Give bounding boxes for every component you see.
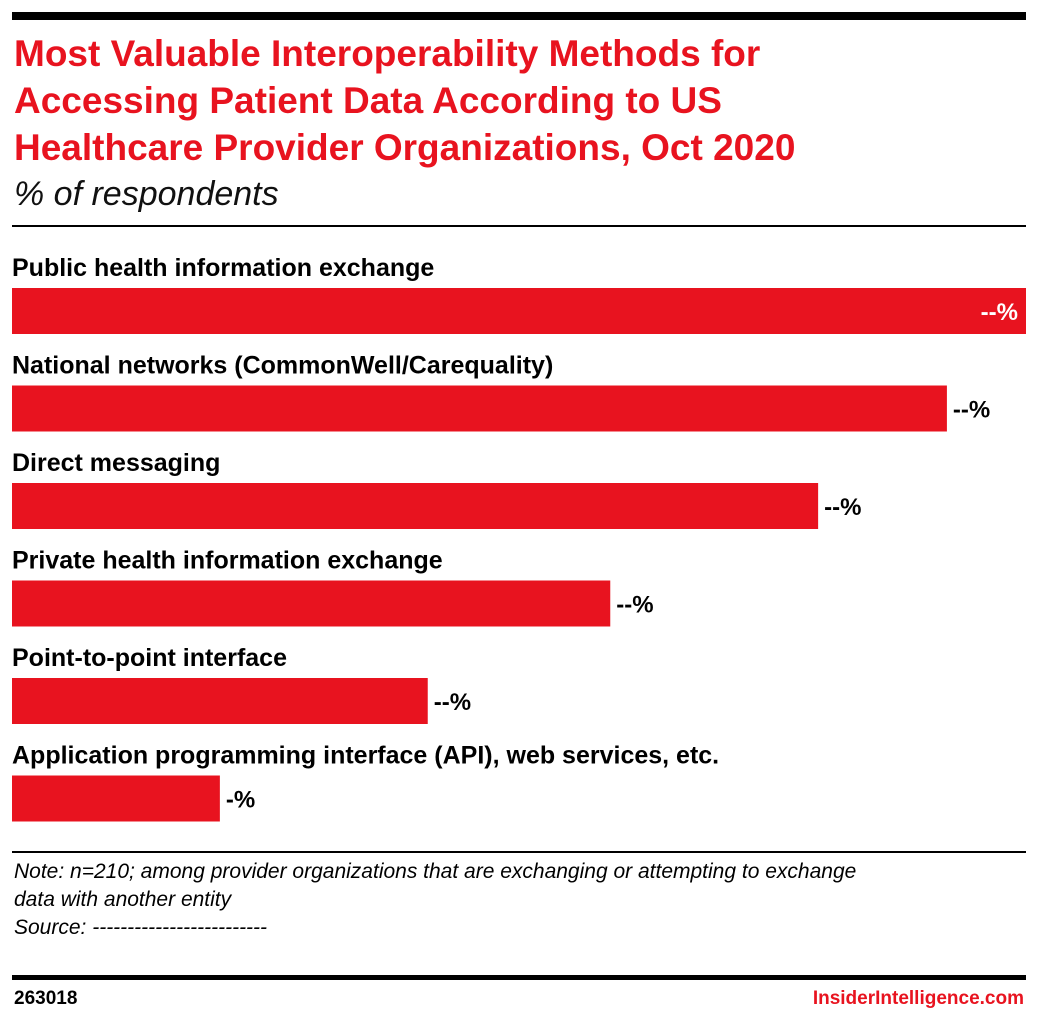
title-line: Accessing Patient Data According to US [14,80,722,121]
bar-chart: Public health information exchange --% Nat… [12,254,1026,822]
bar [12,580,611,627]
title-line: Most Valuable Interoperability Methods f… [14,33,761,74]
category-label: Point-to-point interface [12,644,287,672]
category-label: National networks (CommonWell/Carequalit… [12,352,553,380]
brand-link[interactable]: InsiderIntelligence.com [812,988,1024,1009]
source-line: Source: ------------------------- [14,916,268,939]
note-line: Note: n=210; among provider organization… [14,860,857,883]
top-bar [12,12,1026,20]
note-divider [12,851,1026,853]
value-label: --% [981,299,1018,326]
category-label: Direct messaging [12,449,220,477]
value-label: --% [953,397,990,424]
chart-subtitle: % of respondents [14,175,279,213]
bar [12,385,947,432]
title-line: Healthcare Provider Organizations, Oct 2… [14,127,796,168]
category-label: Private health information exchange [12,547,443,575]
chart-title: Most Valuable Interoperability Methods f… [14,30,1014,171]
footer-divider [12,975,1026,980]
header-divider [12,225,1026,227]
value-label: --% [434,689,471,716]
bar [12,288,1026,334]
bar [12,775,220,822]
note-line: data with another entity [14,888,232,911]
bar [12,678,428,724]
category-label: Public health information exchange [12,254,434,282]
bar [12,483,819,529]
category-label: Application programming interface (API),… [12,742,719,770]
chart-note: Note: n=210; among provider organization… [14,858,1024,942]
chart-id: 263018 [14,988,78,1009]
value-label: --% [824,494,861,521]
value-label: -% [226,787,255,814]
value-label: --% [616,592,653,619]
